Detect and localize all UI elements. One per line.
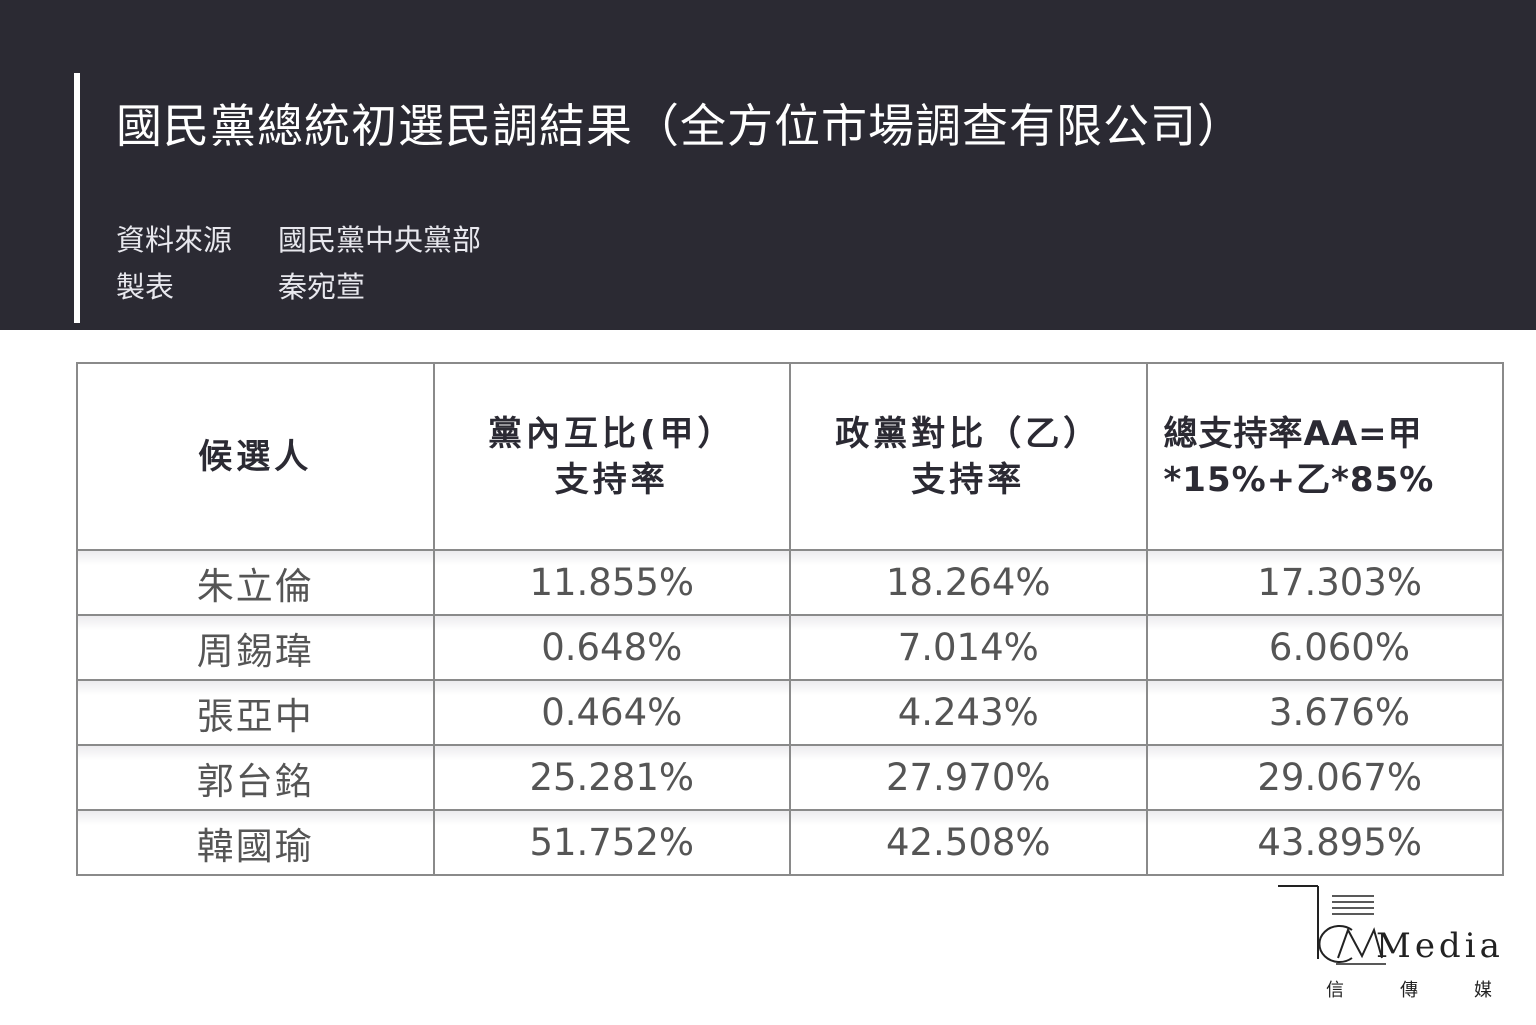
col-header-total: 總支持率AA=甲 *15%+乙*85%	[1145, 362, 1504, 551]
logo-word: Media	[1376, 926, 1504, 966]
cell-internal: 0.464%	[432, 679, 791, 746]
logo-cn-char: 媒	[1474, 980, 1492, 1001]
cell-total: 43.895%	[1145, 809, 1504, 876]
cell-candidate: 郭台銘	[76, 744, 435, 811]
table-row: 張亞中 0.464% 4.243% 3.676%	[76, 679, 1504, 746]
cell-internal: 25.281%	[432, 744, 791, 811]
media-logo: Media 信 傳 媒	[1278, 884, 1508, 1004]
maker-value: 秦宛萱	[278, 270, 366, 304]
cell-internal: 51.752%	[432, 809, 791, 876]
col-header-line: 總支持率AA=甲	[1163, 413, 1423, 454]
results-table: 候選人 黨內互比(甲） 支持率 政黨對比（乙） 支持率 總支持率AA=甲 *15…	[76, 362, 1504, 876]
cell-vs: 42.508%	[789, 809, 1148, 876]
table-row: 朱立倫 11.855% 18.264% 17.303%	[76, 549, 1504, 616]
table-row: 韓國瑜 51.752% 42.508% 43.895%	[76, 809, 1504, 876]
cell-internal: 0.648%	[432, 614, 791, 681]
cell-candidate: 朱立倫	[76, 549, 435, 616]
col-header-candidate: 候選人	[76, 362, 435, 551]
col-header-line: *15%+乙*85%	[1163, 459, 1435, 500]
cell-vs: 27.970%	[789, 744, 1148, 811]
cell-total: 6.060%	[1145, 614, 1504, 681]
cell-vs: 4.243%	[789, 679, 1148, 746]
table-header-row: 候選人 黨內互比(甲） 支持率 政黨對比（乙） 支持率 總支持率AA=甲 *15…	[76, 362, 1504, 551]
logo-cn-char: 傳	[1400, 980, 1418, 1001]
col-header-party-vs: 政黨對比（乙） 支持率	[789, 362, 1148, 551]
page-title: 國民黨總統初選民調結果（全方位市場調查有限公司）	[116, 99, 1244, 153]
cell-total: 17.303%	[1145, 549, 1504, 616]
source-value: 國民黨中央黨部	[278, 223, 482, 257]
col-header-line: 政黨對比（乙）	[835, 413, 1102, 454]
cell-candidate: 張亞中	[76, 679, 435, 746]
col-header-line: 支持率	[554, 459, 669, 500]
cell-candidate: 周錫瑋	[76, 614, 435, 681]
table-row: 郭台銘 25.281% 27.970% 29.067%	[76, 744, 1504, 811]
logo-cn-char: 信	[1326, 980, 1344, 1001]
logo-mark-icon	[1278, 885, 1386, 965]
col-header-line: 候選人	[198, 436, 313, 477]
cell-candidate: 韓國瑜	[76, 809, 435, 876]
header-banner: 國民黨總統初選民調結果（全方位市場調查有限公司） 資料來源 國民黨中央黨部 製表 秦…	[0, 0, 1536, 330]
results-table-wrap: 候選人 黨內互比(甲） 支持率 政黨對比（乙） 支持率 總支持率AA=甲 *15…	[76, 362, 1504, 878]
source-line: 資料來源 國民黨中央黨部	[116, 220, 481, 260]
cell-total: 29.067%	[1145, 744, 1504, 811]
maker-label: 製表	[116, 270, 175, 304]
cell-vs: 18.264%	[789, 549, 1148, 616]
table-row: 周錫瑋 0.648% 7.014% 6.060%	[76, 614, 1504, 681]
col-header-party-internal: 黨內互比(甲） 支持率	[432, 362, 791, 551]
cell-total: 3.676%	[1145, 679, 1504, 746]
col-header-line: 黨內互比(甲）	[487, 413, 736, 454]
cell-vs: 7.014%	[789, 614, 1148, 681]
cell-internal: 11.855%	[432, 549, 791, 616]
maker-line: 製表 秦宛萱	[116, 267, 365, 307]
col-header-line: 支持率	[911, 459, 1026, 500]
accent-bar	[74, 73, 80, 323]
source-label: 資料來源	[116, 223, 233, 257]
